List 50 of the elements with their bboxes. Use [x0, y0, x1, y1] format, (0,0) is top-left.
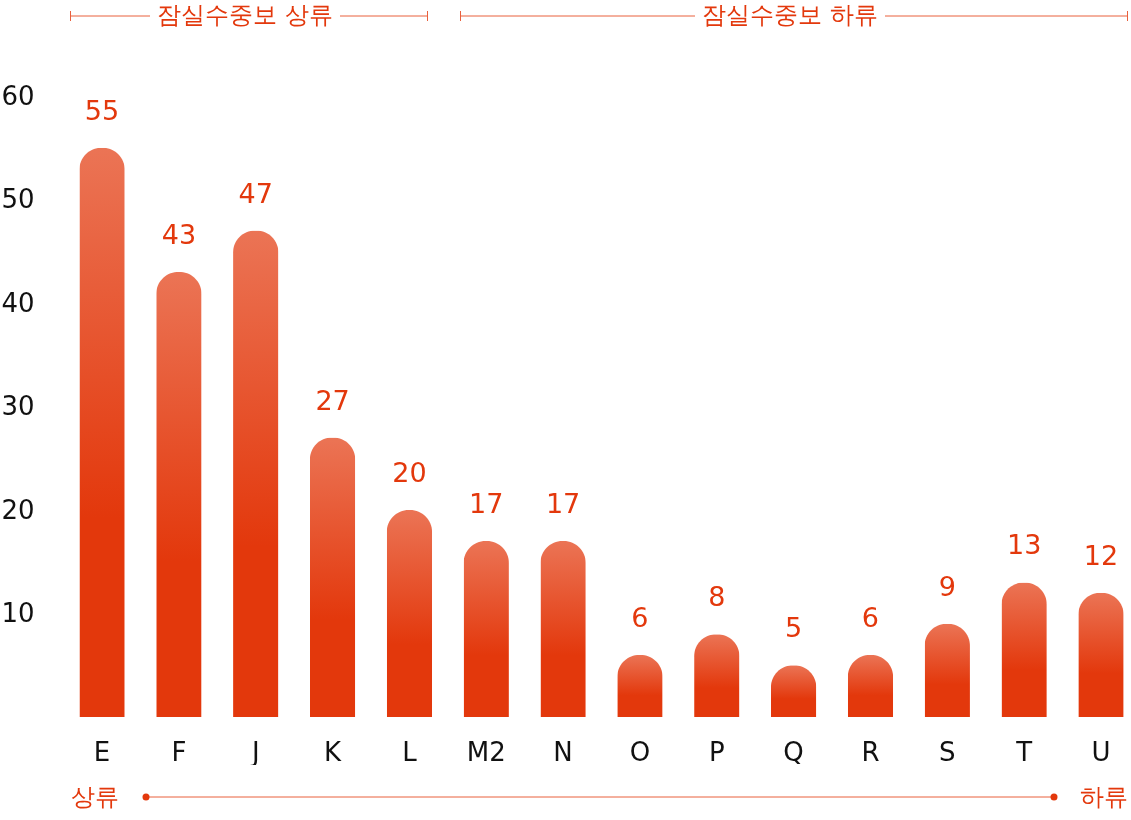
bar — [1001, 582, 1047, 717]
x-tick-label: T — [1015, 736, 1033, 767]
bar — [386, 510, 433, 717]
data-label: 6 — [861, 601, 880, 633]
x-tick-label: E — [93, 736, 111, 767]
x-tick-label: R — [861, 736, 880, 767]
x-tick-label: Q — [783, 736, 804, 767]
bar — [694, 634, 740, 717]
bar — [79, 147, 125, 717]
bar — [924, 623, 970, 717]
bar — [233, 230, 279, 717]
x-tick-label: K — [324, 736, 343, 767]
y-tick-label: 60 — [1, 80, 35, 111]
data-label: 55 — [84, 94, 120, 126]
bar — [463, 541, 509, 717]
x-tick-label: U — [1091, 736, 1111, 767]
y-tick-label: 40 — [1, 287, 35, 318]
x-tick-label: M2 — [466, 736, 506, 767]
x-tick-label: O — [629, 736, 651, 767]
x-tick-label: F — [171, 736, 187, 767]
y-tick-label: 30 — [1, 391, 35, 421]
data-label: 17 — [545, 488, 581, 520]
text: 잠실수중보 상류 — [157, 0, 333, 30]
data-label: 43 — [161, 218, 197, 250]
data-label: 20 — [392, 457, 427, 488]
data-label: 13 — [1006, 529, 1042, 561]
y-tick-label: 20 — [1, 494, 35, 525]
bar — [309, 437, 356, 717]
bar — [847, 654, 894, 717]
bar — [540, 541, 586, 717]
x-tick-label: N — [553, 736, 573, 767]
y-tick-label: 50 — [1, 184, 35, 214]
x-tick-label: S — [939, 736, 956, 767]
bar — [1078, 592, 1124, 717]
data-label: 6 — [631, 601, 649, 633]
data-label: 17 — [469, 488, 504, 520]
y-tick-label: 10 — [1, 598, 35, 628]
data-label: 9 — [938, 570, 956, 602]
data-label: 47 — [238, 177, 273, 209]
data-label: 27 — [315, 384, 350, 416]
bar — [156, 271, 202, 717]
text: 상류 — [71, 782, 119, 812]
x-tick-label: L — [402, 736, 418, 767]
text: 하류 — [1080, 782, 1128, 812]
text: 잠실수중보 하류 — [702, 0, 878, 30]
data-label: 12 — [1083, 539, 1119, 571]
data-label: 8 — [708, 581, 726, 613]
x-tick-label: J — [249, 736, 260, 767]
data-label: 5 — [785, 612, 803, 644]
x-tick-label: P — [708, 736, 725, 767]
